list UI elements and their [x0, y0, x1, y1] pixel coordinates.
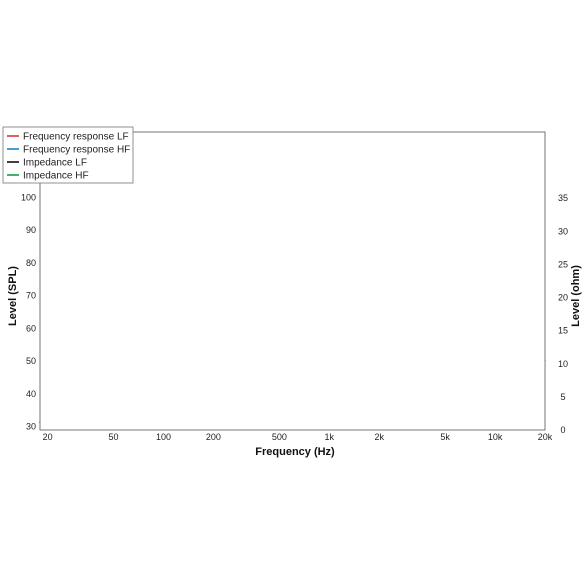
- x-tick-label: 10k: [488, 432, 503, 442]
- y-tick-label-left: 50: [26, 356, 36, 366]
- legend-entry: Impedance LF: [23, 158, 87, 169]
- x-tick-label: 50: [109, 432, 119, 442]
- y-tick-label-left: 60: [26, 323, 36, 333]
- y-axis-label-left: Level (SPL): [7, 266, 19, 326]
- legend-entry: Frequency response HF: [23, 145, 130, 156]
- y-tick-label-right: 35: [558, 193, 568, 203]
- y-tick-label-right: 5: [560, 392, 565, 402]
- x-tick-label: 500: [272, 432, 287, 442]
- y-tick-label-left: 30: [26, 422, 36, 432]
- legend-entry: Frequency response LF: [23, 132, 129, 143]
- y-tick-label-left: 90: [26, 225, 36, 235]
- x-tick-label: 1k: [325, 432, 335, 442]
- x-tick-label: 5k: [440, 432, 450, 442]
- x-tick-label: 2k: [374, 432, 384, 442]
- y-tick-label-left: 80: [26, 258, 36, 268]
- y-tick-label-left: 100: [21, 192, 36, 202]
- x-tick-label: 100: [156, 432, 171, 442]
- y-tick-label-right: 30: [558, 226, 568, 236]
- x-tick-label: 20k: [538, 432, 553, 442]
- legend-box: [2, 126, 134, 184]
- y-tick-label-right: 20: [558, 293, 568, 303]
- y-tick-label-right: 0: [560, 425, 565, 435]
- y-tick-label-right: 10: [558, 359, 568, 369]
- y-tick-label-right: 15: [558, 326, 568, 336]
- legend: Frequency response LF Frequency response …: [2, 126, 134, 184]
- x-tick-label: 200: [206, 432, 221, 442]
- y-tick-label-right: 25: [558, 259, 568, 269]
- x-tick-label: 20: [43, 432, 53, 442]
- y-tick-label-left: 40: [26, 389, 36, 399]
- legend-entry: Impedance HF: [23, 171, 89, 182]
- y-axis-label-right: Level (ohm): [570, 265, 582, 327]
- y-tick-label-left: 70: [26, 291, 36, 301]
- x-axis-label: Frequency (Hz): [255, 446, 335, 458]
